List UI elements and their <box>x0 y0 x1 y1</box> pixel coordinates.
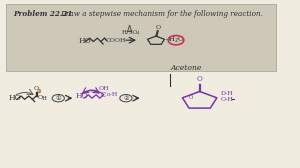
FancyBboxPatch shape <box>6 4 276 71</box>
Text: O: O <box>155 25 160 30</box>
Text: H$_2$SO$_4$: H$_2$SO$_4$ <box>121 28 141 36</box>
Text: Acetone: Acetone <box>170 64 202 72</box>
Text: COOH: COOH <box>106 38 126 43</box>
Text: o-H: o-H <box>107 92 118 97</box>
Text: O: O <box>197 75 203 83</box>
Text: $\Delta$: $\Delta$ <box>126 23 133 34</box>
Text: HO: HO <box>76 93 88 100</box>
Text: O: O <box>34 86 39 91</box>
Text: Draw a stepwise mechanism for the following reaction.: Draw a stepwise mechanism for the follow… <box>61 10 263 18</box>
Circle shape <box>52 94 64 102</box>
Text: +: + <box>164 36 171 44</box>
Text: ①: ① <box>56 96 61 101</box>
Text: C: C <box>101 91 106 99</box>
Text: HO: HO <box>8 94 21 102</box>
Text: OH: OH <box>98 86 109 91</box>
Text: O-H: O-H <box>220 97 233 102</box>
Text: H$_2$O: H$_2$O <box>168 35 184 45</box>
Text: D-H: D-H <box>220 92 233 96</box>
Text: H: H <box>42 96 47 101</box>
Text: ②: ② <box>123 96 129 101</box>
Text: O: O <box>189 95 193 100</box>
Text: Problem 22.21: Problem 22.21 <box>13 10 73 18</box>
Text: $\oplus$: $\oplus$ <box>36 87 42 95</box>
Text: O: O <box>38 95 43 100</box>
Text: HO: HO <box>79 37 92 45</box>
Circle shape <box>120 94 132 102</box>
